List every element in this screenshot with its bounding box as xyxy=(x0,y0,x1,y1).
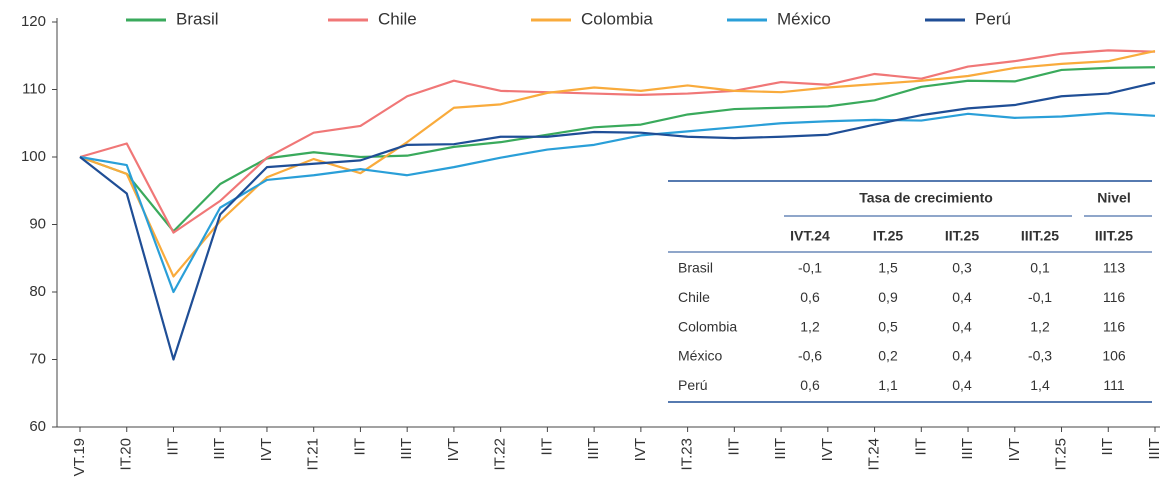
table-group-header: Nivel xyxy=(1097,190,1130,206)
table-cell: Colombia xyxy=(678,318,737,334)
series-line xyxy=(79,49,1156,278)
y-tick-label: 60 xyxy=(29,418,46,435)
table-cell: 0,3 xyxy=(952,260,972,276)
x-tick-label: IIIT xyxy=(211,438,228,460)
table-cell: 0,6 xyxy=(800,377,820,393)
series-line xyxy=(79,49,1156,234)
table-cell: -0,1 xyxy=(1028,289,1052,305)
table-column-header: IIIT.25 xyxy=(1095,228,1133,244)
table-cell: 0,4 xyxy=(952,377,972,393)
x-tick-label: IVT xyxy=(258,438,275,461)
x-tick-label: IIIT xyxy=(1146,438,1162,460)
table-cell: 116 xyxy=(1103,318,1126,334)
x-tick-label: VT.19 xyxy=(71,438,88,476)
table-cell: -0,6 xyxy=(798,348,822,364)
table-cell: México xyxy=(678,348,723,364)
x-tick-label: IVT xyxy=(632,438,649,461)
table-cell: 0,9 xyxy=(878,289,898,305)
table-cell: 0,5 xyxy=(878,318,898,334)
table-cell: 0,4 xyxy=(952,348,972,364)
x-tick-label: IIIT xyxy=(398,438,415,460)
table-cell: 1,1 xyxy=(878,377,898,393)
table-cell: 1,5 xyxy=(878,260,898,276)
x-tick-label: IIT xyxy=(912,438,929,456)
x-tick-label: IIT xyxy=(1099,438,1116,456)
x-tick-label: IT.20 xyxy=(118,438,135,471)
x-tick-label: IIT xyxy=(725,438,742,456)
x-tick-label: IIT xyxy=(164,438,181,456)
table-column-header: IVT.24 xyxy=(790,228,830,244)
y-tick-label: 90 xyxy=(29,215,46,232)
x-tick-label: IIIT xyxy=(585,438,602,460)
table-cell: 116 xyxy=(1103,289,1126,305)
x-tick-label: IT.22 xyxy=(492,438,509,471)
legend-label: Brasil xyxy=(176,9,219,28)
table-cell: 0,4 xyxy=(952,318,972,334)
table-group-header: Tasa de crecimiento xyxy=(859,190,993,206)
legend-label: Perú xyxy=(975,9,1011,28)
x-tick-label: IVT xyxy=(1006,438,1023,461)
table-cell: 0,4 xyxy=(952,289,972,305)
table-cell: Chile xyxy=(678,289,710,305)
x-tick-label: IVT xyxy=(445,438,462,461)
table-cell: 0,6 xyxy=(800,289,820,305)
table-column-header: IIT.25 xyxy=(945,228,979,244)
y-tick-label: 100 xyxy=(21,148,46,165)
table-cell: Brasil xyxy=(678,260,713,276)
table-column-header: IIIT.25 xyxy=(1021,228,1059,244)
x-tick-label: IVT xyxy=(819,438,836,461)
table-cell: 1,4 xyxy=(1030,377,1050,393)
series-line xyxy=(79,112,1156,294)
legend-label: Chile xyxy=(378,9,417,28)
table-cell: -0,1 xyxy=(798,260,822,276)
legend-label: Colombia xyxy=(581,9,653,28)
table: Tasa de crecimiento Nivel IVT.24 IT.25 IIT.2… xyxy=(668,180,1152,403)
table-cell: 0,2 xyxy=(878,348,898,364)
x-tick-label: IT.24 xyxy=(866,438,883,471)
x-tick-label: IIIT xyxy=(959,438,976,460)
x-tick-label: IIIT xyxy=(772,438,789,460)
table-cell: 0,1 xyxy=(1030,260,1050,276)
table-cell: Perú xyxy=(678,377,708,393)
table-cell: 1,2 xyxy=(800,318,820,334)
y-tick-label: 70 xyxy=(29,350,46,367)
table-cell: -0,3 xyxy=(1028,348,1052,364)
series-line xyxy=(79,81,1156,361)
x-tick-label: IIT xyxy=(538,438,555,456)
y-tick-label: 120 xyxy=(21,13,46,30)
table-cell: 111 xyxy=(1103,377,1124,393)
y-tick-label: 110 xyxy=(22,80,46,97)
x-tick-label: IT.23 xyxy=(679,438,696,471)
x-tick-label: IIT xyxy=(351,438,368,456)
series-line xyxy=(79,66,1156,233)
table-column-header: IT.25 xyxy=(873,228,904,244)
table-cell: 106 xyxy=(1102,348,1126,364)
table-cell: 113 xyxy=(1103,260,1126,276)
x-tick-label: IT.25 xyxy=(1052,438,1069,471)
x-tick-label: IT.21 xyxy=(305,438,322,471)
table-cell: 1,2 xyxy=(1030,318,1050,334)
legend-label: México xyxy=(777,9,831,28)
y-tick-label: 80 xyxy=(29,283,46,300)
